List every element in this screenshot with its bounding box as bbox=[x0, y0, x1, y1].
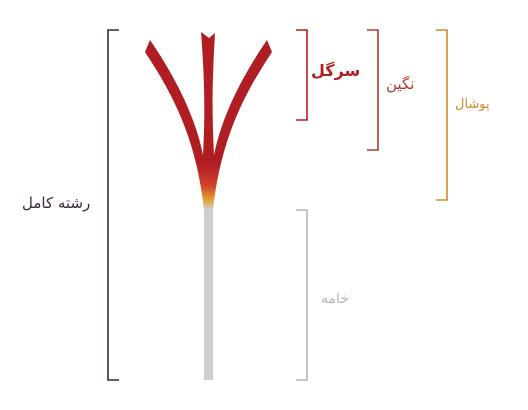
label-full-strand: رشته کامل bbox=[22, 194, 91, 212]
bracket-stigma bbox=[296, 29, 308, 121]
bracket-pushal bbox=[436, 29, 448, 201]
label-stigma: سرگل bbox=[311, 61, 361, 80]
stigma-shape bbox=[145, 32, 272, 210]
bracket-negin bbox=[367, 29, 379, 151]
style-stem bbox=[204, 200, 213, 380]
bracket-full-strand bbox=[107, 29, 119, 381]
bracket-style bbox=[296, 209, 308, 381]
label-pushal: پوشال bbox=[455, 97, 490, 112]
label-negin: نگین bbox=[386, 75, 415, 93]
label-style: خامه bbox=[321, 291, 349, 307]
